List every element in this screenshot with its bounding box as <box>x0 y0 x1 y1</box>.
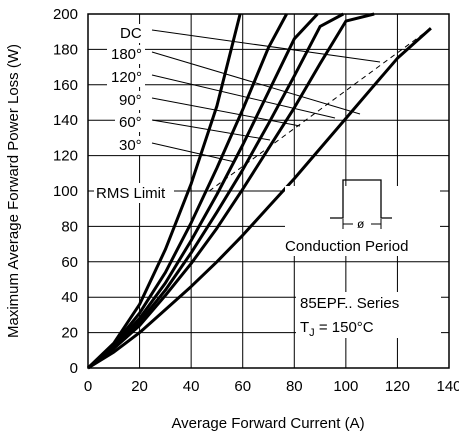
x-axis-label: Average Forward Current (A) <box>171 415 364 432</box>
rms-limit-label: RMS Limit <box>96 185 166 202</box>
y-tick-label: 80 <box>61 218 78 235</box>
curve-labels: DC 180° 120° 90° 60° 30° <box>107 24 154 155</box>
y-tick-labels: 0 20 40 60 80 100 120 140 160 180 200 <box>53 6 78 377</box>
curve-label: 180° <box>111 46 142 63</box>
x-tick-label: 80 <box>286 378 303 395</box>
y-axis-label: Maximum Average Forward Power Loss (W) <box>5 44 22 338</box>
x-tick-label: 120 <box>385 378 410 395</box>
leader-line <box>152 98 300 126</box>
curve-label: DC <box>120 25 142 42</box>
curve-label: 30° <box>119 137 142 154</box>
conduction-period-inset: ø Conduction Period <box>285 180 440 256</box>
y-tick-label: 200 <box>53 6 78 23</box>
x-tick-label: 0 <box>84 378 92 395</box>
x-tick-label: 140 <box>436 378 459 395</box>
y-tick-label: 20 <box>61 325 78 342</box>
x-tick-label: 60 <box>234 378 251 395</box>
y-tick-label: 180 <box>53 41 78 58</box>
y-tick-label: 40 <box>61 289 78 306</box>
x-tick-labels: 0 20 40 60 80 100 120 140 <box>84 378 459 395</box>
conduction-angle-symbol: ø <box>357 217 365 231</box>
x-tick-label: 20 <box>131 378 148 395</box>
leader-line <box>152 52 360 114</box>
y-tick-label: 0 <box>70 360 78 377</box>
conduction-period-label: Conduction Period <box>285 238 408 255</box>
leader-line <box>152 75 335 118</box>
y-tick-label: 100 <box>53 183 78 200</box>
curve-label: 90° <box>119 92 142 109</box>
curve-label: 60° <box>119 114 142 131</box>
y-tick-label: 160 <box>53 77 78 94</box>
y-tick-label: 140 <box>53 112 78 129</box>
curve-label: 120° <box>111 69 142 86</box>
x-tick-label: 40 <box>183 378 200 395</box>
series-name-label: 85EPF.. Series <box>300 295 399 312</box>
y-tick-label: 120 <box>53 148 78 165</box>
x-tick-label: 100 <box>333 378 358 395</box>
y-tick-label: 60 <box>61 254 78 271</box>
